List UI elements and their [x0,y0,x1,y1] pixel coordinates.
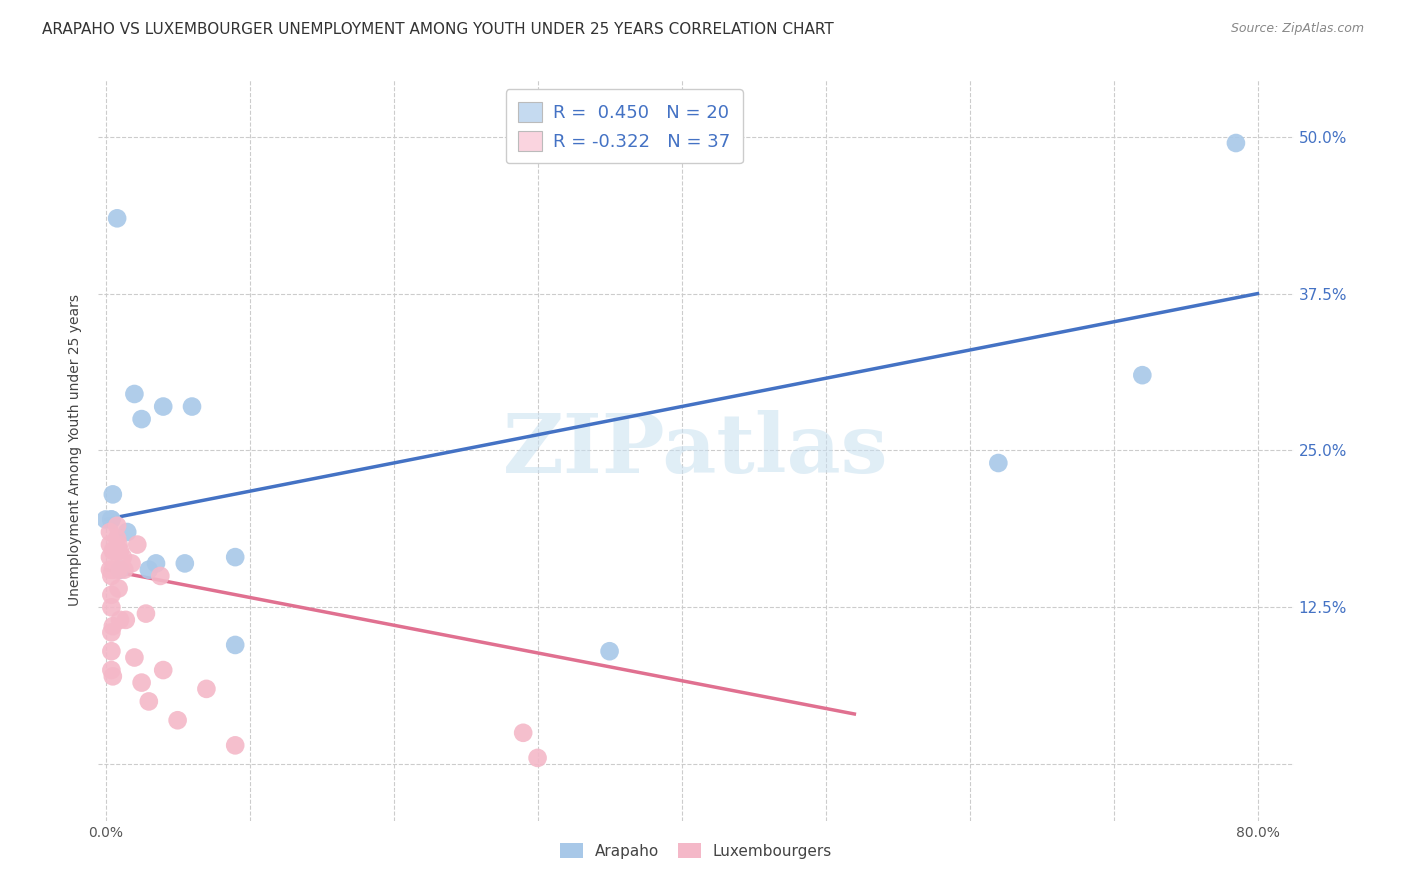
Point [138,563,160,577]
Point [100,644,122,658]
Point [181,400,204,414]
Legend: Arapaho, Luxembourgers: Arapaho, Luxembourgers [554,837,838,865]
Point [145,557,167,571]
Point [114,613,136,627]
Point [987,456,1010,470]
Y-axis label: Unemployment Among Youth under 25 years: Unemployment Among Youth under 25 years [69,294,83,607]
Point [1225,136,1247,150]
Point [131,412,153,426]
Point [100,663,122,677]
Point [105,211,128,226]
Point [100,625,122,640]
Point [98,538,121,552]
Point [105,531,128,545]
Point [135,607,157,621]
Point [107,538,129,552]
Point [152,400,174,414]
Point [105,518,128,533]
Point [121,557,143,571]
Point [101,487,124,501]
Point [131,675,153,690]
Point [526,751,548,765]
Point [107,563,129,577]
Text: ZIPatlas: ZIPatlas [503,410,889,491]
Point [100,600,122,615]
Point [101,563,124,577]
Text: Source: ZipAtlas.com: Source: ZipAtlas.com [1230,22,1364,36]
Point [195,681,218,696]
Point [224,550,246,565]
Point [1130,368,1153,383]
Point [599,644,621,658]
Point [124,387,146,401]
Point [107,582,129,596]
Point [98,563,121,577]
Point [124,650,146,665]
Point [100,588,122,602]
Point [512,726,534,740]
Point [173,557,195,571]
Point [101,544,124,558]
Point [224,638,246,652]
Point [138,694,160,708]
Point [98,524,121,539]
Point [166,713,188,727]
Point [100,512,122,526]
Point [224,739,246,753]
Point [100,512,122,526]
Point [101,619,124,633]
Point [112,563,135,577]
Point [111,550,134,565]
Point [100,569,122,583]
Point [149,569,172,583]
Text: ARAPAHO VS LUXEMBOURGER UNEMPLOYMENT AMONG YOUTH UNDER 25 YEARS CORRELATION CHAR: ARAPAHO VS LUXEMBOURGER UNEMPLOYMENT AMO… [42,22,834,37]
Point [115,524,138,539]
Point [98,550,121,565]
Point [127,538,149,552]
Point [108,563,131,577]
Point [152,663,174,677]
Point [94,512,117,526]
Point [101,669,124,683]
Point [108,544,131,558]
Point [108,613,131,627]
